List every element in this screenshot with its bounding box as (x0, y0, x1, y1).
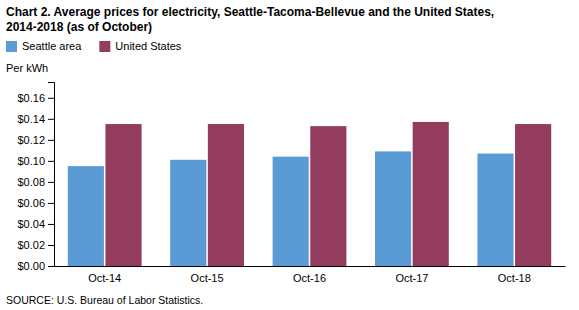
y-tick-mark (48, 161, 54, 162)
y-tick: $0.12 (17, 134, 54, 146)
y-tick-label: $0.04 (17, 218, 45, 230)
source-note: SOURCE: U.S. Bureau of Labor Statistics. (6, 294, 203, 306)
bar (310, 126, 346, 266)
x-tick-label: Oct-18 (498, 272, 531, 284)
legend-item: United States (99, 40, 182, 52)
y-tick: $0.02 (17, 239, 54, 251)
legend-swatch (6, 41, 17, 52)
bar (273, 157, 309, 266)
x-tick: Oct-16 (293, 266, 326, 284)
x-tick-label: Oct-14 (88, 272, 121, 284)
y-tick: $0.04 (17, 218, 54, 230)
y-tick: $0.16 (17, 92, 54, 104)
y-tick: $0.08 (17, 176, 54, 188)
y-tick-label: $0.14 (17, 113, 45, 125)
legend-label: Seattle area (22, 40, 82, 52)
plot: $0.00 $0.02 $0.04 $0.06 $0.08 $0.10 $0.12 $0.14… (17, 83, 565, 284)
y-tick-mark (48, 119, 54, 120)
chart-container: Chart 2. Average prices for electricity,… (0, 0, 579, 310)
x-tick: Oct-15 (191, 266, 224, 284)
y-tick-label: $0.10 (17, 155, 45, 167)
y-tick-label: $0.06 (17, 197, 45, 209)
y-tick-label: $0.16 (17, 92, 45, 104)
legend: Seattle area United States (6, 40, 182, 52)
y-tick-mark (48, 245, 54, 246)
title: Chart 2. Average prices for electricity,… (6, 5, 494, 19)
y-axis-line (48, 83, 55, 267)
x-tick-label: Oct-17 (395, 272, 428, 284)
bar (477, 153, 513, 266)
chart-svg: Chart 2. Average prices for electricity,… (0, 0, 579, 310)
y-tick-mark (48, 140, 54, 141)
x-tick: Oct-18 (498, 266, 531, 284)
y-tick-mark (48, 182, 54, 183)
x-tick-label: Oct-16 (293, 272, 326, 284)
legend-swatch (99, 41, 110, 52)
bar (170, 160, 206, 266)
y-tick-label: $0.12 (17, 134, 45, 146)
bar (68, 166, 104, 266)
y-tick-label: $0.08 (17, 176, 45, 188)
x-axis: Oct-14 Oct-15 Oct-16 Oct-17 Oct-18 (55, 266, 566, 284)
subtitle: 2014-2018 (as of October) (6, 20, 152, 34)
y-axis-label: Per kWh (6, 62, 48, 74)
y-tick-mark (48, 266, 54, 267)
y-tick-mark (48, 203, 54, 204)
bars (68, 122, 551, 266)
y-tick: $0.06 (17, 197, 54, 209)
x-axis-line (55, 266, 566, 267)
bar-series (105, 122, 551, 266)
y-tick: $0.14 (17, 113, 54, 125)
y-tick: $0.10 (17, 155, 54, 167)
x-tick: Oct-17 (395, 266, 428, 284)
y-tick-mark (48, 224, 54, 225)
y-tick-label: $0.00 (17, 260, 45, 272)
y-tick-label: $0.02 (17, 239, 45, 251)
x-tick-label: Oct-15 (191, 272, 224, 284)
y-axis: $0.00 $0.02 $0.04 $0.06 $0.08 $0.10 $0.12 $0.14… (17, 83, 54, 273)
y-tick-mark (48, 98, 54, 99)
bar (515, 124, 551, 266)
legend-label: United States (115, 40, 182, 52)
bar (413, 122, 449, 266)
bar (105, 124, 141, 266)
x-tick: Oct-14 (88, 266, 121, 284)
bar (375, 151, 411, 266)
y-tick: $0.00 (17, 260, 54, 272)
bar (208, 124, 244, 266)
legend-item: Seattle area (6, 40, 82, 52)
